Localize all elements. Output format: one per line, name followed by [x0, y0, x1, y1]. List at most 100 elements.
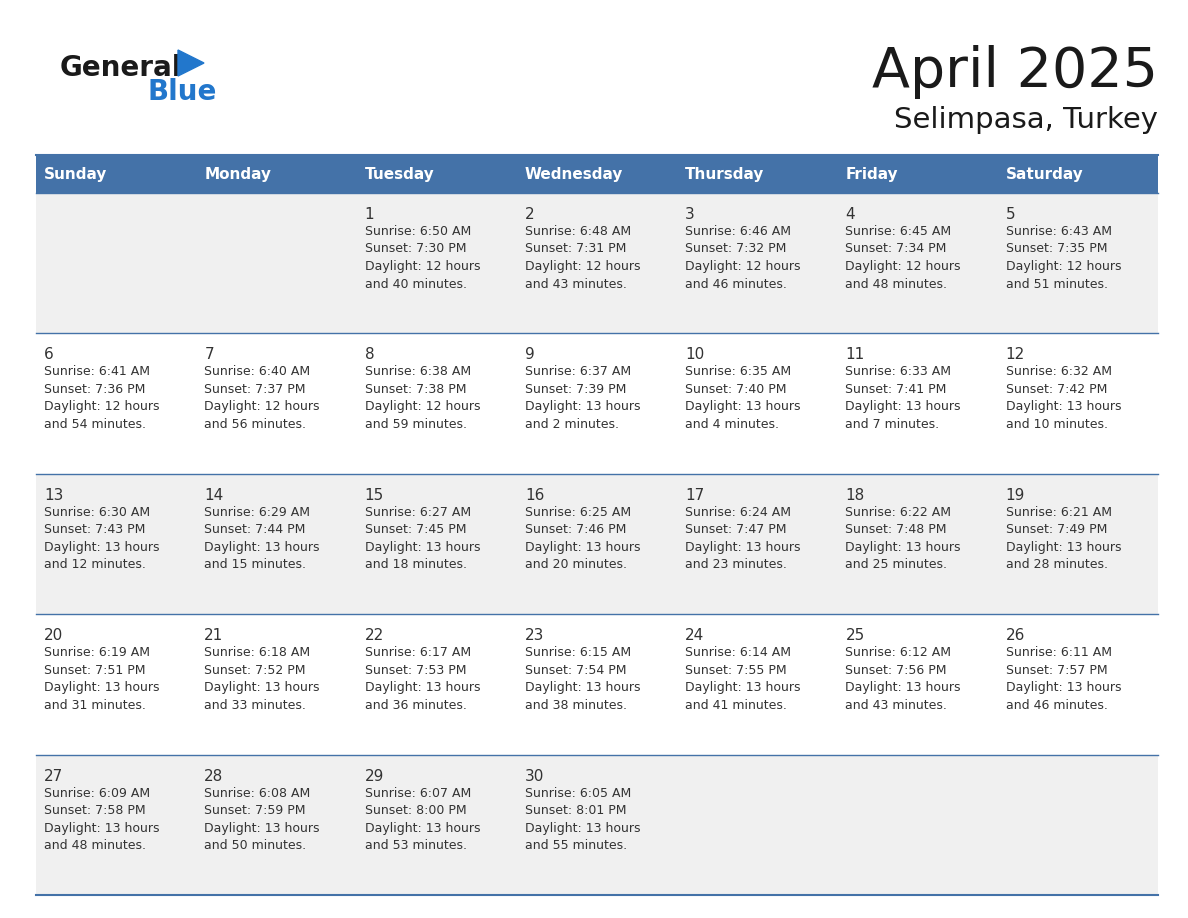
Text: Sunset: 7:52 PM: Sunset: 7:52 PM [204, 664, 305, 677]
Text: Sunset: 7:46 PM: Sunset: 7:46 PM [525, 523, 626, 536]
Bar [36, 614, 1158, 755]
Text: and 50 minutes.: and 50 minutes. [204, 839, 307, 852]
Text: 21: 21 [204, 628, 223, 644]
Text: Sunset: 8:00 PM: Sunset: 8:00 PM [365, 804, 466, 817]
Text: and 12 minutes.: and 12 minutes. [44, 558, 146, 571]
Text: 16: 16 [525, 487, 544, 503]
Text: and 25 minutes.: and 25 minutes. [846, 558, 947, 571]
Text: Daylight: 13 hours: Daylight: 13 hours [44, 541, 159, 554]
Text: Daylight: 12 hours: Daylight: 12 hours [204, 400, 320, 413]
Text: Sunset: 7:53 PM: Sunset: 7:53 PM [365, 664, 466, 677]
Text: Sunrise: 6:40 AM: Sunrise: 6:40 AM [204, 365, 310, 378]
Text: and 54 minutes.: and 54 minutes. [44, 418, 146, 431]
Text: Sunset: 7:41 PM: Sunset: 7:41 PM [846, 383, 947, 396]
Text: Daylight: 13 hours: Daylight: 13 hours [365, 822, 480, 834]
Text: 1: 1 [365, 207, 374, 222]
Text: and 7 minutes.: and 7 minutes. [846, 418, 940, 431]
Text: and 48 minutes.: and 48 minutes. [846, 277, 947, 290]
Text: Daylight: 13 hours: Daylight: 13 hours [365, 681, 480, 694]
Text: 7: 7 [204, 347, 214, 363]
Text: Daylight: 13 hours: Daylight: 13 hours [685, 400, 801, 413]
Text: and 36 minutes.: and 36 minutes. [365, 699, 467, 711]
Text: Sunrise: 6:35 AM: Sunrise: 6:35 AM [685, 365, 791, 378]
Text: Tuesday: Tuesday [365, 166, 435, 182]
Text: 9: 9 [525, 347, 535, 363]
Text: Sunset: 7:48 PM: Sunset: 7:48 PM [846, 523, 947, 536]
Text: Sunset: 7:30 PM: Sunset: 7:30 PM [365, 242, 466, 255]
Text: Sunset: 7:56 PM: Sunset: 7:56 PM [846, 664, 947, 677]
Text: Sunrise: 6:09 AM: Sunrise: 6:09 AM [44, 787, 150, 800]
Text: 10: 10 [685, 347, 704, 363]
Text: Sunset: 7:58 PM: Sunset: 7:58 PM [44, 804, 146, 817]
Text: and 59 minutes.: and 59 minutes. [365, 418, 467, 431]
Text: Daylight: 13 hours: Daylight: 13 hours [685, 681, 801, 694]
Text: and 4 minutes.: and 4 minutes. [685, 418, 779, 431]
Text: 14: 14 [204, 487, 223, 503]
Text: and 28 minutes.: and 28 minutes. [1006, 558, 1107, 571]
Text: Daylight: 12 hours: Daylight: 12 hours [1006, 260, 1121, 273]
Text: and 33 minutes.: and 33 minutes. [204, 699, 307, 711]
Text: Sunset: 7:31 PM: Sunset: 7:31 PM [525, 242, 626, 255]
Text: Sunrise: 6:15 AM: Sunrise: 6:15 AM [525, 646, 631, 659]
Text: and 31 minutes.: and 31 minutes. [44, 699, 146, 711]
Text: Daylight: 13 hours: Daylight: 13 hours [685, 541, 801, 554]
Text: Sunrise: 6:48 AM: Sunrise: 6:48 AM [525, 225, 631, 238]
Text: Daylight: 13 hours: Daylight: 13 hours [1006, 541, 1121, 554]
Text: and 38 minutes.: and 38 minutes. [525, 699, 627, 711]
Text: Daylight: 13 hours: Daylight: 13 hours [525, 541, 640, 554]
Text: Daylight: 12 hours: Daylight: 12 hours [525, 260, 640, 273]
Text: Daylight: 13 hours: Daylight: 13 hours [204, 541, 320, 554]
Text: and 53 minutes.: and 53 minutes. [365, 839, 467, 852]
Text: and 51 minutes.: and 51 minutes. [1006, 277, 1107, 290]
Text: Daylight: 13 hours: Daylight: 13 hours [525, 400, 640, 413]
Text: Sunrise: 6:29 AM: Sunrise: 6:29 AM [204, 506, 310, 519]
Text: and 43 minutes.: and 43 minutes. [846, 699, 947, 711]
Text: Sunset: 7:55 PM: Sunset: 7:55 PM [685, 664, 786, 677]
Polygon shape [178, 50, 204, 76]
Text: Sunrise: 6:07 AM: Sunrise: 6:07 AM [365, 787, 470, 800]
Text: Sunrise: 6:12 AM: Sunrise: 6:12 AM [846, 646, 952, 659]
Text: Daylight: 13 hours: Daylight: 13 hours [44, 681, 159, 694]
Bar [36, 755, 1158, 895]
Text: Daylight: 12 hours: Daylight: 12 hours [685, 260, 801, 273]
Text: April 2025: April 2025 [872, 45, 1158, 99]
Text: 6: 6 [44, 347, 53, 363]
Text: 13: 13 [44, 487, 63, 503]
Text: Sunrise: 6:27 AM: Sunrise: 6:27 AM [365, 506, 470, 519]
Text: Sunrise: 6:14 AM: Sunrise: 6:14 AM [685, 646, 791, 659]
Text: Wednesday: Wednesday [525, 166, 624, 182]
Text: General: General [61, 54, 183, 82]
Text: Sunrise: 6:17 AM: Sunrise: 6:17 AM [365, 646, 470, 659]
Text: and 43 minutes.: and 43 minutes. [525, 277, 627, 290]
Text: Sunset: 7:42 PM: Sunset: 7:42 PM [1006, 383, 1107, 396]
Text: 5: 5 [1006, 207, 1016, 222]
Text: 23: 23 [525, 628, 544, 644]
Text: Sunset: 7:34 PM: Sunset: 7:34 PM [846, 242, 947, 255]
Text: 18: 18 [846, 487, 865, 503]
Text: Sunrise: 6:50 AM: Sunrise: 6:50 AM [365, 225, 470, 238]
Text: and 40 minutes.: and 40 minutes. [365, 277, 467, 290]
Bar [36, 155, 1158, 193]
Text: Sunset: 7:51 PM: Sunset: 7:51 PM [44, 664, 145, 677]
Text: 28: 28 [204, 768, 223, 784]
Text: and 46 minutes.: and 46 minutes. [1006, 699, 1107, 711]
Text: 15: 15 [365, 487, 384, 503]
Text: Sunrise: 6:32 AM: Sunrise: 6:32 AM [1006, 365, 1112, 378]
Text: 25: 25 [846, 628, 865, 644]
Text: Sunset: 7:54 PM: Sunset: 7:54 PM [525, 664, 626, 677]
Text: Sunrise: 6:19 AM: Sunrise: 6:19 AM [44, 646, 150, 659]
Text: Sunset: 7:39 PM: Sunset: 7:39 PM [525, 383, 626, 396]
Text: Sunset: 7:44 PM: Sunset: 7:44 PM [204, 523, 305, 536]
Text: and 18 minutes.: and 18 minutes. [365, 558, 467, 571]
Text: Sunset: 7:40 PM: Sunset: 7:40 PM [685, 383, 786, 396]
Text: 30: 30 [525, 768, 544, 784]
Text: Sunset: 7:49 PM: Sunset: 7:49 PM [1006, 523, 1107, 536]
Text: Daylight: 12 hours: Daylight: 12 hours [846, 260, 961, 273]
Text: Selimpasa, Turkey: Selimpasa, Turkey [895, 106, 1158, 134]
Text: 24: 24 [685, 628, 704, 644]
Text: and 2 minutes.: and 2 minutes. [525, 418, 619, 431]
Text: Sunrise: 6:18 AM: Sunrise: 6:18 AM [204, 646, 310, 659]
Text: Sunrise: 6:43 AM: Sunrise: 6:43 AM [1006, 225, 1112, 238]
Text: and 23 minutes.: and 23 minutes. [685, 558, 786, 571]
Text: Daylight: 13 hours: Daylight: 13 hours [365, 541, 480, 554]
